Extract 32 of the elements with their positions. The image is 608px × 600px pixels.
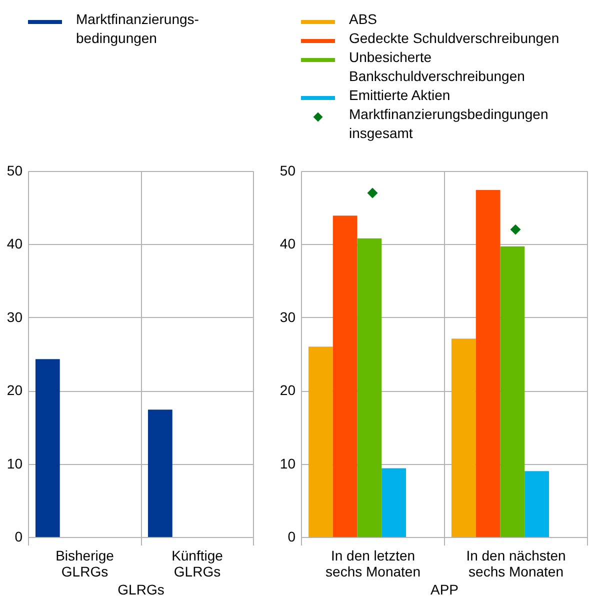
x-tick-label: In den nächsten sechs Monaten xyxy=(466,548,566,580)
x-tick-label: In den letzten sechs Monaten xyxy=(326,548,420,580)
y-tick-label: 0 xyxy=(288,528,296,544)
x-tick-label: Bisherige GLRGs xyxy=(56,548,114,580)
y-tick-label: 0 xyxy=(14,528,23,544)
bar xyxy=(524,471,550,537)
x-tick-label: Künftige GLRGs xyxy=(172,548,224,580)
y-tick-label: 20 xyxy=(280,382,296,398)
bar xyxy=(332,216,358,537)
y-tick-label: 30 xyxy=(280,308,296,325)
legend-label: Unbesicherte Bankschuldverschreibungen xyxy=(349,49,525,84)
bar xyxy=(500,246,525,537)
bar xyxy=(357,238,382,537)
y-tick-label: 20 xyxy=(6,382,23,398)
bar xyxy=(451,338,476,537)
y-tick-label: 30 xyxy=(6,308,23,325)
y-tick-label: 40 xyxy=(6,236,23,252)
legend-label: Emittierte Aktien xyxy=(349,87,450,103)
y-tick-label: 10 xyxy=(6,455,23,472)
legend-label: ABS xyxy=(349,11,378,27)
legend-label: Marktfinanzierungsbedingungen insgesamt xyxy=(349,106,548,141)
bar xyxy=(308,346,333,537)
bar xyxy=(382,468,406,537)
legend-label: Gedeckte Schuldverschreibungen xyxy=(349,30,560,46)
y-tick-label: 10 xyxy=(280,455,296,472)
legend-label: Marktfinanzierungs- bedingungen xyxy=(76,11,200,46)
bar xyxy=(476,190,500,537)
y-tick-label: 40 xyxy=(280,236,296,252)
x-axis-title: GLRGs xyxy=(118,582,164,598)
y-tick-label: 50 xyxy=(280,162,296,178)
y-tick-label: 50 xyxy=(6,162,23,178)
x-axis-title: APP xyxy=(430,582,459,598)
